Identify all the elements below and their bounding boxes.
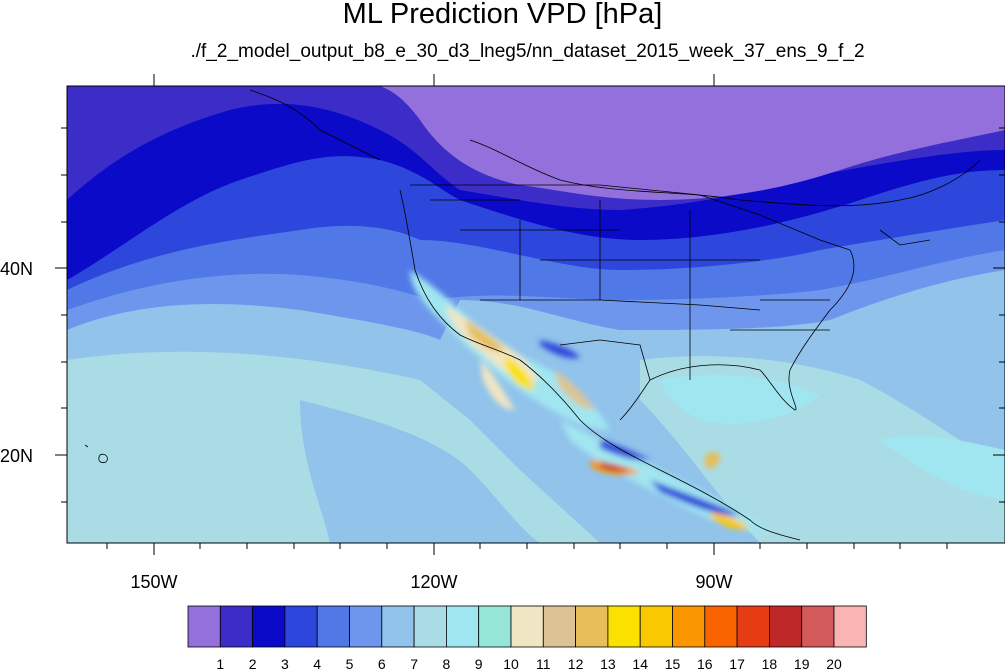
colorbar-label: 15 [665, 656, 681, 672]
colorbar-label: 20 [826, 656, 842, 672]
x-tick-label-120w: 120W [410, 572, 457, 592]
y-tick-label-40n: 40N [0, 259, 33, 279]
colorbar: 1 2 3 4 5 6 7 8 9 10 11 12 13 14 15 16 17 18 19 20 [187, 605, 867, 672]
colorbar-swatch [381, 605, 415, 648]
coastlines [84, 89, 981, 541]
colorbar-swatch [575, 605, 609, 648]
vpd-band-level-6-south [300, 400, 540, 543]
colorbar-label: 11 [536, 656, 551, 672]
colorbar-swatch [349, 605, 383, 648]
vpd-band-level-0 [380, 86, 1005, 200]
colorbar-swatch [219, 605, 254, 648]
map-title: ML Prediction VPD [hPa] [342, 0, 663, 30]
colorbar-label: 7 [410, 656, 418, 672]
colorbar-label: 8 [443, 656, 451, 672]
colorbar-swatch [639, 605, 673, 648]
y-tick-label-20n: 20N [0, 446, 33, 466]
colorbar-swatch [736, 605, 770, 648]
colorbar-label: 6 [378, 656, 386, 672]
colorbar-label: 13 [600, 656, 616, 672]
colorbar-label: 9 [475, 656, 483, 672]
vpd-field [67, 86, 1005, 543]
colorbar-swatch [769, 605, 803, 648]
colorbar-swatch [704, 605, 738, 648]
vpd-band-east-cyan [880, 435, 1005, 500]
colorbar-swatch [445, 605, 480, 648]
colorbar-label: 4 [313, 656, 321, 672]
colorbar-swatch [542, 605, 576, 648]
axis-ticks [55, 74, 1005, 555]
colorbar-swatch [801, 605, 835, 648]
colorbar-label: 12 [568, 656, 584, 672]
colorbar-label: 14 [632, 656, 648, 672]
x-tick-label-150w: 150W [130, 572, 177, 592]
colorbar-swatch [284, 605, 318, 648]
colorbar-swatch [833, 605, 867, 648]
colorbar-label: 5 [346, 656, 354, 672]
colorbar-swatch [478, 605, 512, 648]
colorbar-label: 10 [503, 656, 519, 672]
map-subtitle: ./f_2_model_output_b8_e_30_d3_lneg5/nn_d… [190, 41, 865, 62]
colorbar-swatch [607, 605, 641, 648]
x-tick-label-90w: 90W [695, 572, 732, 592]
colorbar-label: 17 [729, 656, 745, 672]
colorbar-label: 18 [762, 656, 778, 672]
colorbar-swatch [252, 605, 286, 648]
colorbar-label: 1 [216, 656, 224, 672]
colorbar-swatch [510, 605, 544, 648]
vpd-band-gulf-cyan [660, 375, 820, 424]
colorbar-swatch [413, 605, 447, 648]
colorbar-swatch [187, 605, 221, 648]
vpd-hotspots [410, 270, 770, 531]
colorbar-label: 3 [281, 656, 289, 672]
colorbar-label: 16 [697, 656, 713, 672]
colorbar-swatch [316, 605, 350, 648]
colorbar-label: 2 [249, 656, 257, 672]
colorbar-swatch [672, 605, 706, 648]
colorbar-label: 19 [794, 656, 810, 672]
